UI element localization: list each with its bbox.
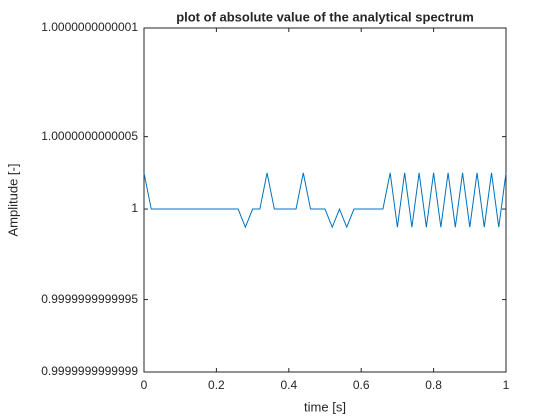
y-tick-label: 0.9999999999995 <box>41 292 138 306</box>
y-tick-label: 1 <box>131 201 138 215</box>
x-tick-label: 0.6 <box>353 378 370 392</box>
x-axis-label: time [s] <box>304 399 346 414</box>
x-tick-label: 0 <box>141 378 148 392</box>
chart-title: plot of absolute value of the analytical… <box>176 9 474 24</box>
y-tick-label: 1.0000000000005 <box>41 129 138 143</box>
y-axis-label: Amplitude [-] <box>5 164 20 237</box>
y-tick-label: 0.9999999999999 <box>41 364 138 378</box>
x-tick-label: 0.8 <box>425 378 442 392</box>
axes-box <box>143 27 507 373</box>
data-line <box>143 172 507 229</box>
y-tick-label: 1.0000000000001 <box>41 20 138 34</box>
x-tick-label: 1 <box>503 378 510 392</box>
x-tick-label: 0.2 <box>208 378 225 392</box>
x-tick-label: 0.4 <box>280 378 297 392</box>
